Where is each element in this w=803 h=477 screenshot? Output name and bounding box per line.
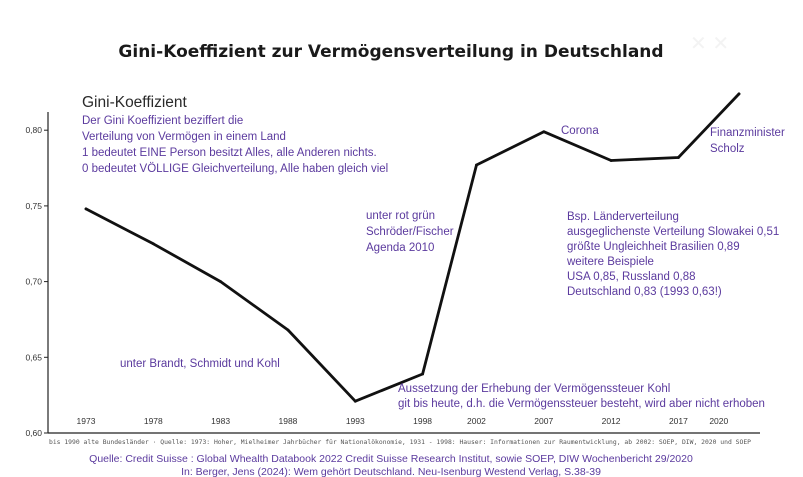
data-point [353, 399, 357, 403]
data-point [737, 92, 741, 96]
x-ticks: 1973 1978 1983 1988 1993 1998 2002 2007 2012 2017… [77, 416, 729, 426]
x-tick-label: 2002 [467, 416, 486, 426]
definition-annotation: Der Gini Koeffizient beziffert die Verte… [82, 115, 388, 175]
x-tick-label: 1978 [144, 416, 163, 426]
schroeder-line-2: Schröder/Fischer [366, 226, 454, 238]
x-tick-label: 2007 [534, 416, 553, 426]
x-tick-label: 2017 [669, 416, 688, 426]
data-point [677, 156, 680, 159]
countries-line-6: Deutschland 0,83 (1993 0,63!) [567, 286, 722, 298]
data-point [542, 130, 546, 134]
x-tick-label: 1993 [346, 416, 365, 426]
definition-line-4: 0 bedeutet VÖLLIGE Gleichverteilung, All… [82, 163, 388, 175]
data-point [286, 328, 290, 332]
x-tick-label: 1988 [278, 416, 297, 426]
schroeder-annotation: unter rot grün Schröder/Fischer Agenda 2… [366, 210, 457, 254]
data-point [609, 159, 613, 162]
definition-line-1: Der Gini Koeffizient beziffert die [82, 115, 243, 127]
chart-footnote: bis 1990 alte Bundesländer · Quelle: 197… [49, 439, 751, 446]
data-point [475, 163, 478, 167]
source-line-1: Quelle: Credit Suisse : Global Whealth D… [89, 453, 693, 465]
y-axis-label: Gini-Koeffizient [82, 94, 188, 111]
y-tick-label: 0,80 [25, 125, 42, 135]
definition-line-2: Verteilung von Vermögen in einem Land [82, 131, 286, 143]
y-tick-label: 0,60 [25, 428, 42, 438]
data-point [84, 207, 88, 211]
tax-line-2: git bis heute, d.h. die Vermögenssteuer … [398, 398, 765, 410]
x-tick-label: 1983 [211, 416, 230, 426]
brandt-annotation: unter Brandt, Schmidt und Kohl [120, 358, 280, 370]
scholz-line-1: Finanzminister [710, 127, 785, 139]
data-points [84, 92, 741, 403]
y-tick-label: 0,65 [25, 352, 42, 362]
scholz-line-2: Scholz [710, 143, 745, 155]
countries-annotation: Bsp. Länderverteilung ausgeglichenste Ve… [566, 211, 782, 298]
y-tick-label: 0,75 [25, 201, 42, 211]
chart-title: Gini-Koeffizient zur Vermögensverteilung… [118, 42, 663, 62]
y-tick-label: 0,70 [25, 277, 42, 287]
scan-artifact: ✕ ✕ [690, 33, 729, 55]
source-line-2: In: Berger, Jens (2024): Wem gehört Deut… [181, 466, 601, 477]
data-point [219, 280, 223, 283]
countries-line-4: weitere Beispiele [566, 256, 654, 268]
scholz-annotation: Finanzminister Scholz [710, 127, 788, 155]
data-point [421, 372, 424, 376]
tax-line-1: Aussetzung der Erhebung der Vermögensste… [398, 383, 670, 395]
schroeder-line-1: unter rot grün [366, 210, 435, 222]
corona-annotation: Corona [561, 125, 599, 137]
countries-line-2: ausgeglichenste Verteilung Slowakei 0,51 [567, 226, 779, 238]
data-point [151, 242, 155, 246]
x-tick-label: 1998 [413, 416, 432, 426]
countries-line-3: größte Ungleichheit Brasilien 0,89 [567, 241, 740, 253]
x-tick-label: 2012 [602, 416, 621, 426]
schroeder-line-3: Agenda 2010 [366, 242, 434, 254]
countries-line-5: USA 0,85, Russland 0,88 [567, 271, 696, 283]
definition-line-3: 1 bedeutet EINE Person besitzt Alles, al… [82, 147, 377, 159]
y-ticks: 0,60 0,65 0,70 0,75 0,80 [25, 125, 48, 438]
tax-annotation: Aussetzung der Erhebung der Vermögensste… [398, 383, 765, 410]
x-tick-label: 2020 [709, 416, 728, 426]
x-tick-label: 1973 [77, 416, 96, 426]
countries-line-1: Bsp. Länderverteilung [567, 211, 679, 223]
